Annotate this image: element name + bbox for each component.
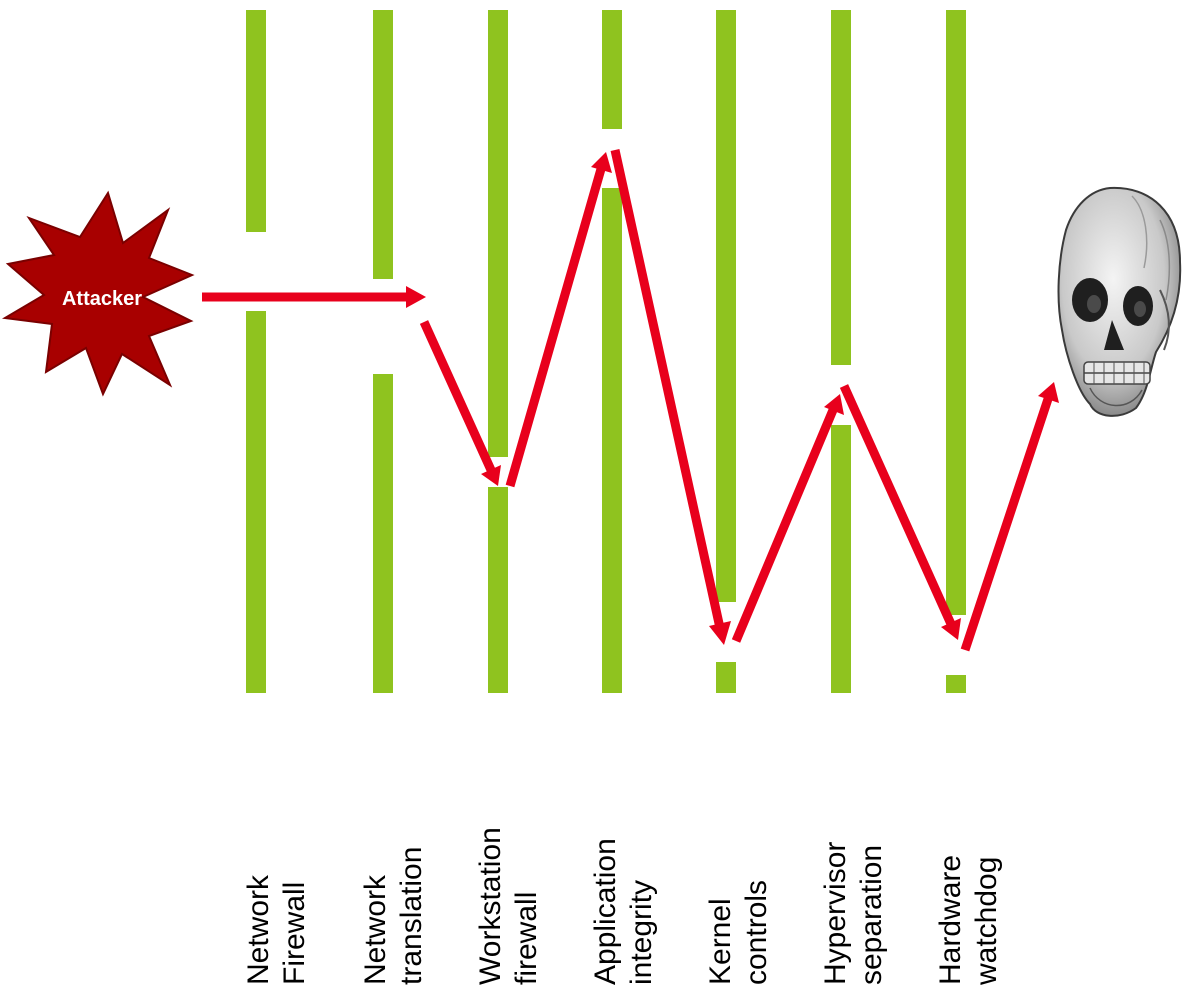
barrier-segment-bottom [602,188,622,693]
barrier-workstation-firewall [488,10,508,693]
attack-arrow-3 [505,152,612,488]
barrier-segment-bottom [946,675,966,693]
attack-arrow-4 [610,149,731,645]
label-line-2: separation [855,845,888,985]
label-line-1: Workstation [474,827,507,985]
barrier-segment-bottom [716,662,736,693]
label-line-2: Firewall [278,882,311,985]
barrier-layers [246,10,966,693]
barrier-segment-bottom [373,374,393,693]
attacker-label: Attacker [62,288,142,310]
attack-path [202,149,1059,652]
barrier-segment-bottom [831,425,851,693]
label-application-integrity: Application integrity [589,838,658,985]
layer-labels: Network Firewall Network translation Worksta… [242,827,1003,986]
label-line-2: translation [395,847,428,985]
label-line-1: Network [359,874,392,985]
label-kernel-controls: Kernel controls [704,880,773,985]
label-line-2: watchdog [970,857,1003,986]
label-line-2: controls [740,880,773,985]
barrier-segment-bottom [246,311,266,693]
barrier-segment-top [488,10,508,457]
barrier-segment-top [716,10,736,602]
barrier-segment-top [946,10,966,615]
barrier-segment-bottom [488,487,508,693]
label-workstation-firewall: Workstation firewall [474,827,543,985]
barrier-hardware-watchdog [946,10,966,693]
label-hardware-watchdog: Hardware watchdog [934,855,1003,986]
attacker-badge: Attacker [1,190,195,397]
barrier-segment-top [373,10,393,279]
label-line-1: Hypervisor [819,842,852,985]
barrier-hypervisor-separation [831,10,851,693]
label-line-2: integrity [625,880,658,985]
label-line-1: Hardware [934,855,967,985]
label-network-firewall: Network Firewall [242,874,311,985]
label-line-1: Application [589,838,622,985]
label-line-2: firewall [510,892,543,985]
barrier-segment-top [246,10,266,232]
attack-arrow-6 [839,384,961,640]
attack-arrow-2 [419,320,501,486]
barrier-network-firewall [246,10,266,693]
attack-arrow-7 [960,382,1059,652]
attack-arrow-1 [202,286,426,308]
barrier-application-integrity [602,10,622,693]
starburst-icon [1,190,195,397]
barrier-kernel-controls [716,10,736,693]
skull-icon [1057,186,1182,417]
label-line-1: Network [242,874,275,985]
barrier-network-translation [373,10,393,693]
label-network-translation: Network translation [359,847,428,985]
attack-arrow-5 [731,394,844,643]
label-hypervisor-separation: Hypervisor separation [819,842,888,985]
barrier-segment-top [831,10,851,365]
barrier-segment-top [602,10,622,129]
label-line-1: Kernel [704,898,737,985]
